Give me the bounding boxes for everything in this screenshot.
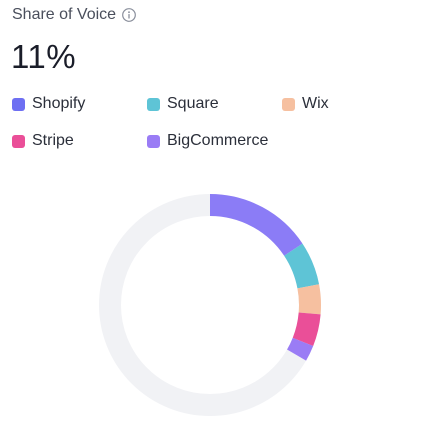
legend-swatch (147, 134, 160, 148)
donut-slice-shopify[interactable] (99, 194, 321, 416)
donut-chart (99, 194, 321, 416)
info-circle-icon[interactable] (121, 7, 137, 23)
widget-title: Share of Voice (12, 6, 117, 23)
chart-legend: Shopify Square Wix Stripe BigCommerce (12, 95, 412, 165)
share-value: 11% (11, 38, 77, 75)
legend-item-wix[interactable]: Wix (282, 95, 329, 113)
legend-label: Square (167, 95, 219, 112)
legend-item-square[interactable]: Square (147, 95, 219, 113)
legend-label: Stripe (32, 132, 74, 149)
widget-header: Share of Voice (12, 6, 137, 24)
legend-item-stripe[interactable]: Stripe (12, 132, 74, 150)
legend-swatch (282, 97, 295, 111)
legend-swatch (147, 97, 160, 111)
donut-slice-wix[interactable] (99, 194, 321, 416)
legend-label: Shopify (32, 95, 86, 112)
legend-item-shopify[interactable]: Shopify (12, 95, 85, 113)
legend-label: BigCommerce (167, 132, 269, 149)
legend-swatch (12, 97, 25, 111)
legend-item-bigcommerce[interactable]: BigCommerce (147, 132, 268, 150)
donut-chart-area (0, 175, 422, 427)
legend-swatch (12, 134, 25, 148)
legend-label: Wix (302, 95, 329, 112)
